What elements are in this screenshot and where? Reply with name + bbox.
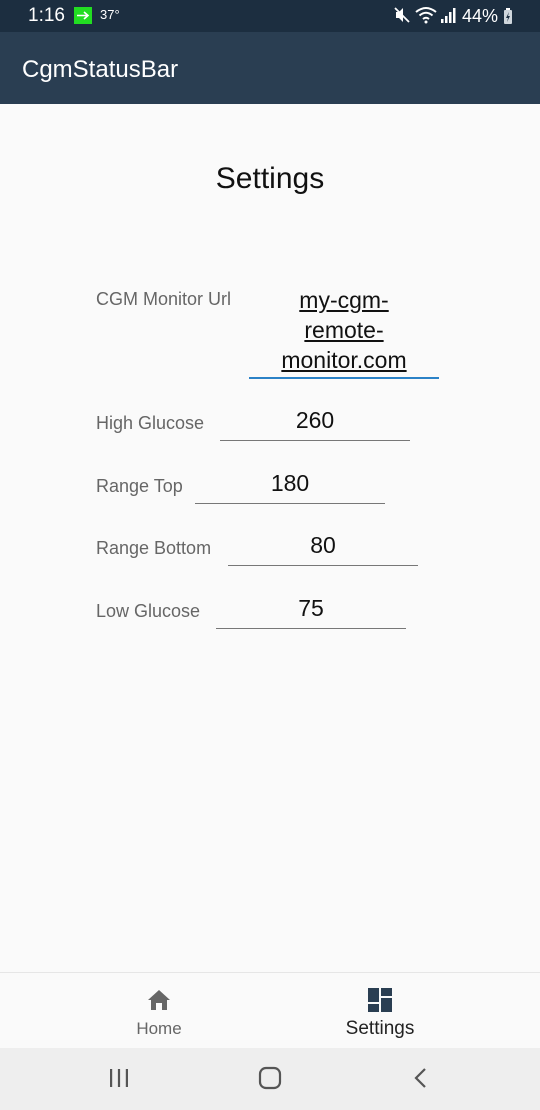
range-top-input[interactable]: 180 — [270, 470, 310, 496]
range-top-underline — [195, 503, 385, 504]
system-navigation-bar — [0, 1048, 540, 1110]
range-bottom-label: Range Bottom — [96, 538, 212, 558]
mute-icon — [393, 6, 411, 29]
battery-percent: 44% — [462, 6, 499, 26]
range-bottom-underline — [228, 565, 418, 566]
url-line: remote- — [304, 317, 384, 343]
dashboard-icon — [367, 987, 393, 1013]
recents-button[interactable] — [104, 1066, 134, 1092]
low-glucose-input[interactable]: 75 — [298, 595, 324, 621]
home-circle-icon — [258, 1066, 282, 1090]
status-temperature: 37° — [100, 7, 120, 22]
range-bottom-input[interactable]: 80 — [310, 532, 336, 558]
high-glucose-underline — [220, 440, 410, 441]
nav-item-settings[interactable]: Settings — [280, 973, 480, 1049]
back-chevron-icon — [414, 1068, 426, 1088]
nav-label-settings: Settings — [345, 1018, 415, 1039]
notification-arrow-icon — [74, 7, 92, 24]
back-button[interactable] — [406, 1066, 436, 1092]
wifi-icon — [415, 6, 437, 29]
range-top-label: Range Top — [96, 476, 183, 496]
low-glucose-underline — [216, 628, 406, 629]
app-bar: CgmStatusBar — [0, 32, 540, 104]
nav-label-home: Home — [136, 1019, 182, 1038]
status-time: 1:16 — [28, 5, 65, 26]
home-button[interactable] — [255, 1066, 285, 1092]
app-title: CgmStatusBar — [22, 56, 179, 83]
high-glucose-input[interactable]: 260 — [295, 407, 335, 433]
battery-icon — [503, 8, 513, 29]
recents-icon — [110, 1069, 128, 1087]
cgm-monitor-url-input[interactable]: my-cgm- remote- monitor.com — [250, 285, 438, 375]
low-glucose-label: Low Glucose — [96, 601, 201, 621]
page-title: Settings — [215, 162, 325, 195]
nav-item-home[interactable]: Home — [59, 973, 259, 1049]
status-bar: 1:16 37° 44% — [0, 0, 540, 32]
url-line: my-cgm- — [299, 287, 389, 313]
signal-icon — [440, 8, 458, 28]
high-glucose-label: High Glucose — [96, 413, 205, 433]
url-field-underline — [249, 377, 439, 379]
home-icon — [146, 987, 172, 1013]
cgm-monitor-url-label: CGM Monitor Url — [96, 289, 232, 309]
bottom-navigation: Home Settings — [0, 972, 540, 1048]
url-line: monitor.com — [281, 347, 407, 373]
